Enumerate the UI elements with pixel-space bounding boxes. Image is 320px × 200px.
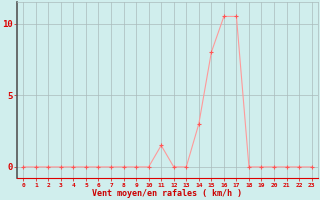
X-axis label: Vent moyen/en rafales ( km/h ): Vent moyen/en rafales ( km/h ): [92, 189, 243, 198]
